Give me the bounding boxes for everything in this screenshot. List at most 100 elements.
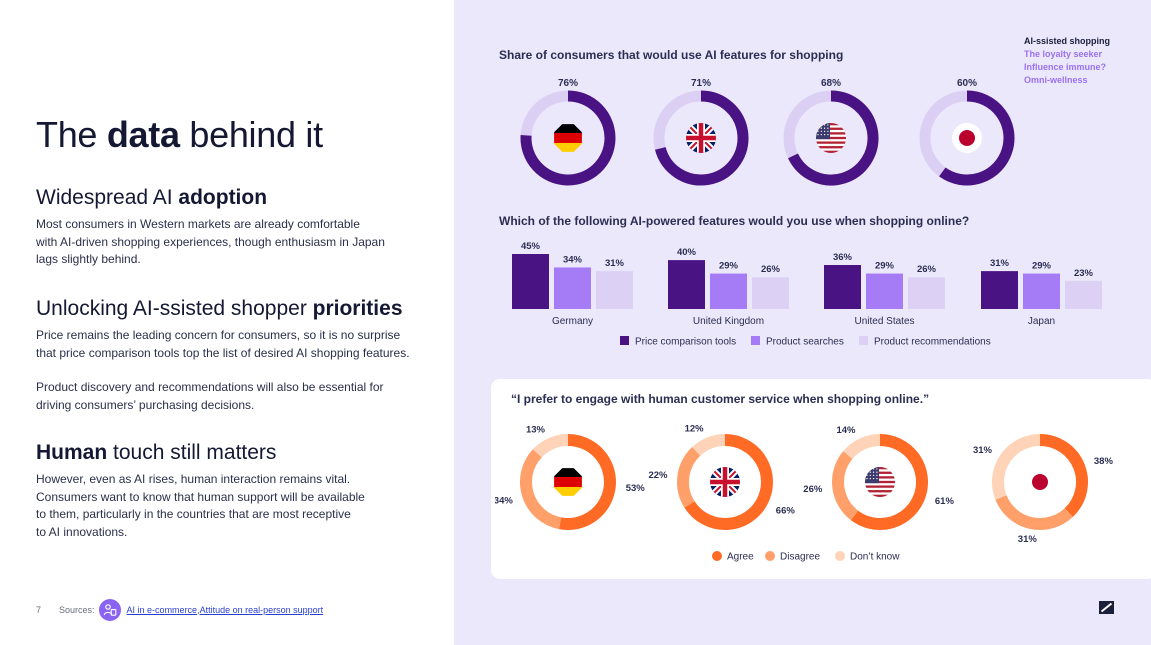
bar-value-label: 40% (677, 247, 697, 258)
donut-value-label: 61% (935, 496, 955, 507)
flag-star (869, 468, 871, 470)
flag-stripe (554, 143, 582, 152)
flag-sun (959, 130, 975, 146)
section-text: Most consumers in Western markets are al… (36, 217, 385, 266)
legend-swatch (751, 336, 760, 345)
segment-item[interactable]: The loyalty seeker (1024, 49, 1103, 59)
flag-star (876, 477, 878, 480)
flag-body (710, 467, 740, 497)
segment-item[interactable]: Omni-wellness (1024, 75, 1088, 85)
footer: 7 Sources: AI in e-commerce, Attitude on… (36, 599, 323, 621)
bar (710, 273, 747, 309)
flag-star (872, 471, 875, 473)
flag-body (554, 124, 582, 152)
flag-stripe (865, 471, 895, 474)
flag-star (866, 477, 868, 480)
section-heading: Widespread AI adoption (36, 186, 268, 209)
flag-star (817, 124, 819, 126)
human-service-donut-chart: 53% 34% 13% 66% 22% 12% 61% 26% 14% 38% 31% 31% Agre… (495, 424, 1114, 563)
donut-value-label: 76% (558, 78, 578, 89)
japan-flag-icon (952, 123, 982, 153)
donut-segment (850, 434, 928, 530)
flag-body (1025, 467, 1055, 497)
page-number: 7 (36, 605, 42, 615)
section-human-touch: Human touch still matters However, even … (36, 441, 436, 541)
donut-value-label: 31% (973, 445, 993, 456)
donut-value-label: 14% (836, 425, 856, 436)
bar (908, 277, 945, 309)
bar (512, 254, 549, 309)
legend-label: Product recommendations (874, 337, 991, 348)
uk-flag-icon (686, 123, 716, 153)
left-panel: The data behind it Widespread AI adoptio… (0, 0, 454, 645)
legend-label: Don’t know (850, 552, 900, 563)
donut-segment (677, 447, 701, 508)
segment-item[interactable]: Influence immune? (1024, 62, 1107, 72)
ai-usage-donut-chart: 76% 71% 68% 60% (520, 78, 1015, 186)
legend-swatch (835, 551, 845, 561)
flag-stripe (865, 494, 895, 497)
bar-category-label: Germany (552, 316, 593, 327)
chart-title-ai-features: Which of the following AI-powered featur… (499, 214, 970, 228)
flag-stripe (865, 480, 895, 484)
legend-swatch (859, 336, 868, 345)
chart-title-human-service: “I prefer to engage with human customer … (511, 392, 930, 406)
section-heading: Unlocking AI-ssisted shopper priorities (36, 297, 403, 320)
donut-value-label: 60% (957, 78, 977, 89)
donut-value-label: 31% (1018, 534, 1038, 545)
bar (824, 265, 861, 309)
bar-value-label: 45% (521, 241, 541, 252)
segment-item-active[interactable]: AI-ssisted shopping (1024, 36, 1111, 46)
bar-value-label: 26% (761, 264, 781, 275)
flag-stripe (816, 136, 846, 140)
flag-star (817, 127, 819, 129)
flag-star (866, 474, 868, 477)
flag-star (876, 471, 878, 473)
donut-value-label: 38% (1094, 456, 1114, 467)
flag-stripe (554, 477, 582, 487)
flag-body (865, 467, 895, 497)
bar-category-label: Japan (1028, 316, 1055, 327)
bar (752, 277, 789, 309)
flag-stripe (554, 487, 582, 496)
flag-star (869, 477, 871, 480)
donut-value-label: 68% (821, 78, 841, 89)
bar (1065, 280, 1102, 309)
ai-features-bar-chart: 45% 34% 31% Germany 40% 29% 26% United Kingdom 3… (512, 241, 1102, 348)
donut-segment (520, 449, 562, 530)
source-link-human-support[interactable]: Attitude on real-person support (199, 605, 324, 615)
flag-stripe (816, 127, 846, 130)
page-title: The data behind it (36, 114, 323, 155)
donut-segment (832, 451, 859, 521)
donut-segment (939, 90, 1015, 186)
people-icon (98, 599, 121, 621)
sources-label: Sources: (59, 605, 95, 615)
flag-stripe (865, 490, 895, 493)
flag-star (872, 474, 875, 477)
germany-flag-icon (554, 468, 582, 496)
flag-stripe (816, 123, 846, 126)
flag-stripe (554, 133, 582, 143)
source-link-ai-ecommerce[interactable]: AI in e-commerce (126, 605, 198, 615)
bar-value-label: 29% (719, 261, 739, 272)
legend-label: Agree (727, 552, 754, 563)
flag-star (869, 471, 871, 473)
flag-cross-red (710, 467, 740, 497)
flag-star (866, 468, 868, 470)
brand-logo-icon (1099, 601, 1114, 614)
flag-stripe (865, 467, 895, 470)
section-adoption: Widespread AI adoption Most consumers in… (36, 186, 436, 269)
section-heading: Human touch still matters (36, 441, 277, 464)
donut-segment (1039, 434, 1088, 517)
legend-swatch (765, 551, 775, 561)
donut-value-label: 13% (526, 424, 546, 435)
flag-stripe (554, 124, 582, 133)
bar-category-label: United Kingdom (693, 316, 764, 327)
bar-category-label: United States (854, 316, 914, 327)
flag-star (869, 474, 871, 477)
flag-star (827, 130, 829, 133)
bar (981, 271, 1018, 309)
bar-value-label: 29% (1032, 261, 1052, 272)
flag-star (872, 477, 875, 480)
donut-segment (684, 434, 773, 530)
